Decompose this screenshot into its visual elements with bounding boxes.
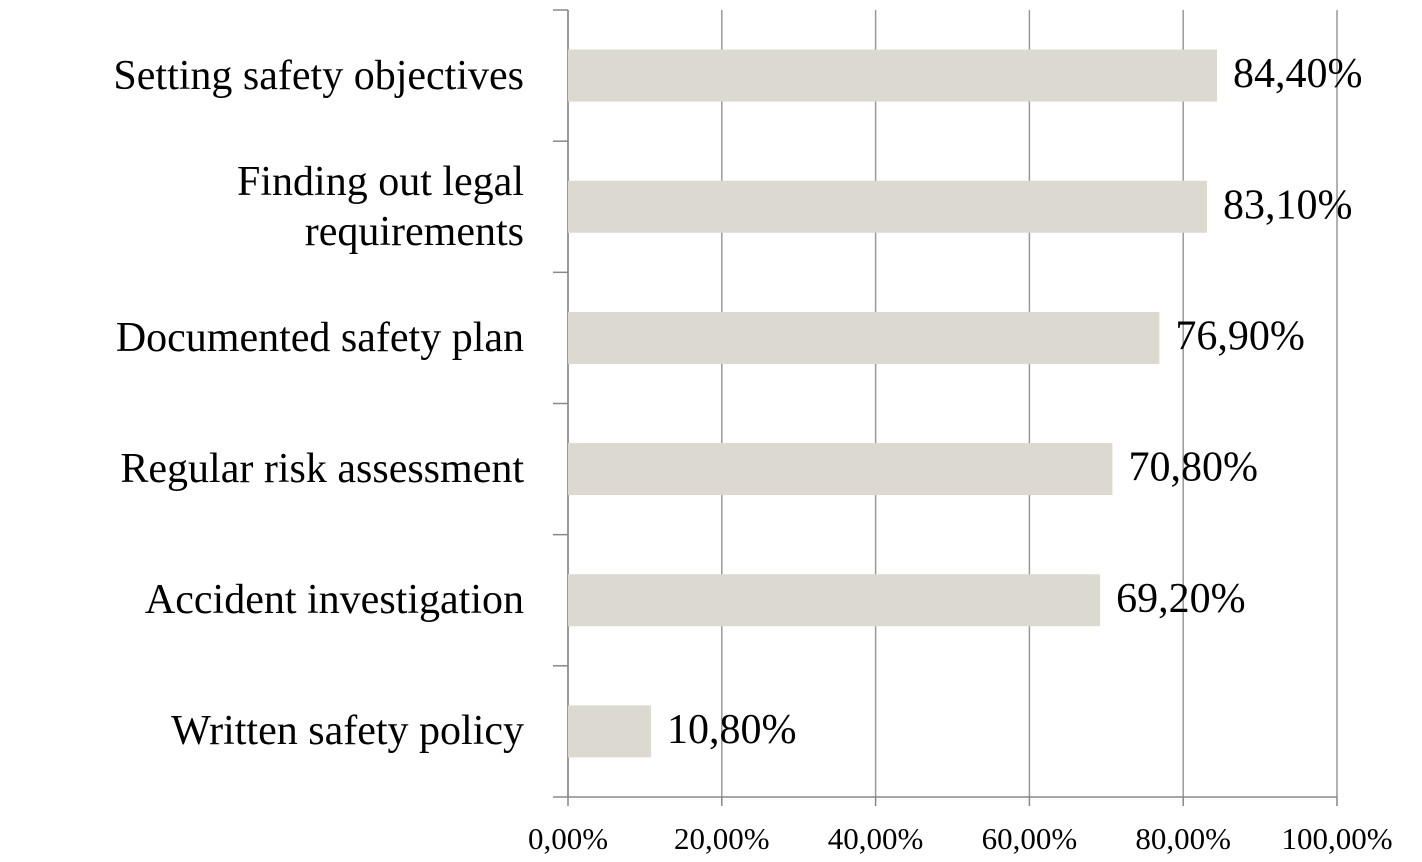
bar bbox=[568, 311, 1160, 364]
category-label: Accident investigation bbox=[144, 577, 524, 624]
value-label: 76,90% bbox=[1175, 314, 1305, 360]
category-label: Written safety policy bbox=[171, 708, 524, 755]
category-label: Regular risk assessment bbox=[120, 446, 524, 493]
x-tick-label: 40,00% bbox=[828, 821, 924, 856]
category-label: Documented safety plan bbox=[115, 314, 524, 361]
value-label: 83,10% bbox=[1223, 182, 1353, 228]
bar bbox=[568, 180, 1208, 233]
x-tick-label: 60,00% bbox=[982, 821, 1078, 856]
value-label: 10,80% bbox=[667, 707, 797, 753]
x-tick-label: 80,00% bbox=[1135, 821, 1231, 856]
value-label: 84,40% bbox=[1233, 51, 1363, 97]
x-tick-label: 0,00% bbox=[528, 821, 608, 856]
x-tick-label: 20,00% bbox=[674, 821, 770, 856]
bar bbox=[568, 443, 1113, 496]
value-label: 70,80% bbox=[1128, 445, 1258, 491]
category-label: Setting safety objectives bbox=[113, 52, 524, 99]
bar bbox=[568, 49, 1218, 102]
category-label: Finding out legal requirements bbox=[237, 158, 524, 255]
bar bbox=[568, 574, 1101, 627]
x-tick-label: 100,00% bbox=[1281, 821, 1392, 856]
bar bbox=[568, 705, 652, 758]
value-label: 69,20% bbox=[1116, 576, 1246, 622]
